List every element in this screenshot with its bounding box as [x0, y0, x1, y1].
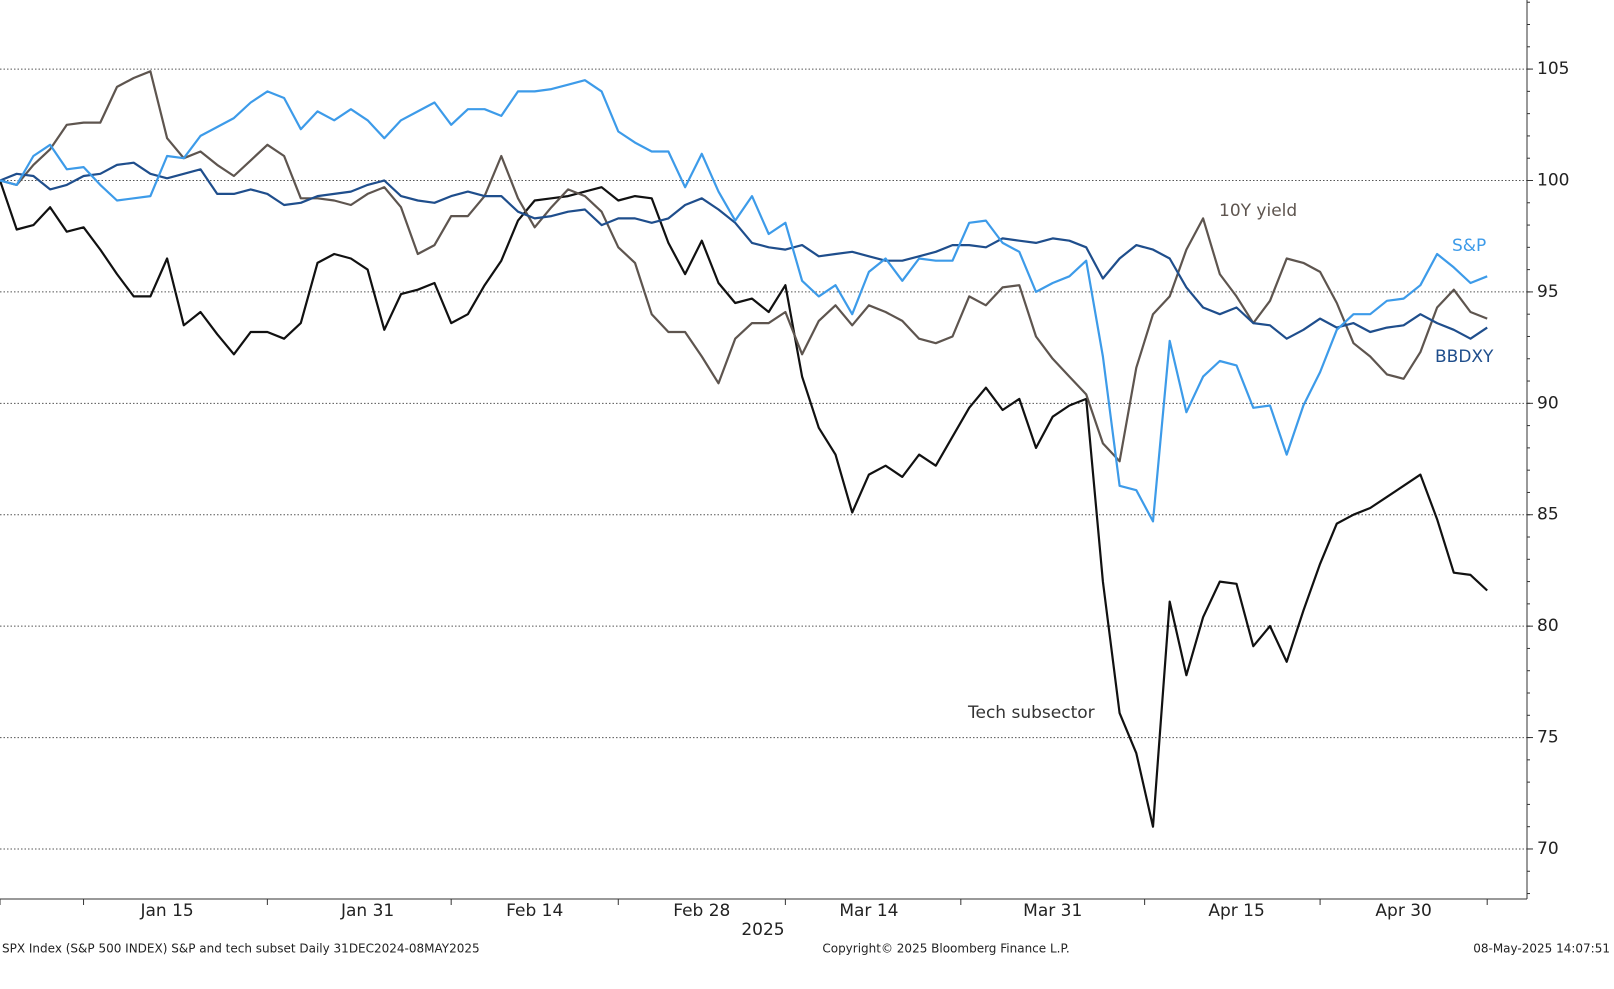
y-tick-label: 80 [1537, 616, 1559, 636]
x-tick-label: Jan 31 [340, 901, 394, 921]
x-tick-label: Mar 31 [1023, 901, 1082, 921]
series-line [0, 161, 1488, 340]
series-label: S&P [1452, 236, 1486, 256]
x-tick-label: Feb 14 [506, 901, 563, 921]
footer-source: SPX Index (S&P 500 INDEX) S&P and tech s… [2, 942, 480, 956]
series-label: BBDXY [1435, 347, 1494, 367]
series-line [0, 79, 1488, 523]
footer-copyright: Copyright© 2025 Bloomberg Finance L.P. [822, 942, 1069, 956]
x-tick-label: Feb 28 [673, 901, 730, 921]
y-tick-label: 90 [1537, 393, 1559, 413]
y-tick-label: 100 [1537, 170, 1569, 190]
y-tick-label: 70 [1537, 839, 1559, 859]
y-tick-label: 95 [1537, 282, 1559, 302]
x-axis-label: 2025 [741, 920, 784, 940]
x-tick-label: Apr 15 [1208, 901, 1264, 921]
y-tick-label: 105 [1537, 59, 1569, 79]
footer-timestamp: 08-May-2025 14:07:51 [1473, 942, 1610, 956]
x-tick-label: Apr 30 [1375, 901, 1431, 921]
x-tick-label: Mar 14 [839, 901, 898, 921]
series-line [0, 180, 1488, 828]
series-label: Tech subsector [967, 703, 1095, 723]
series-label: 10Y yield [1219, 201, 1297, 221]
series-line [0, 70, 1488, 463]
y-tick-label: 85 [1537, 505, 1559, 525]
y-tick-label: 75 [1537, 728, 1559, 748]
x-tick-label: Jan 15 [139, 901, 193, 921]
